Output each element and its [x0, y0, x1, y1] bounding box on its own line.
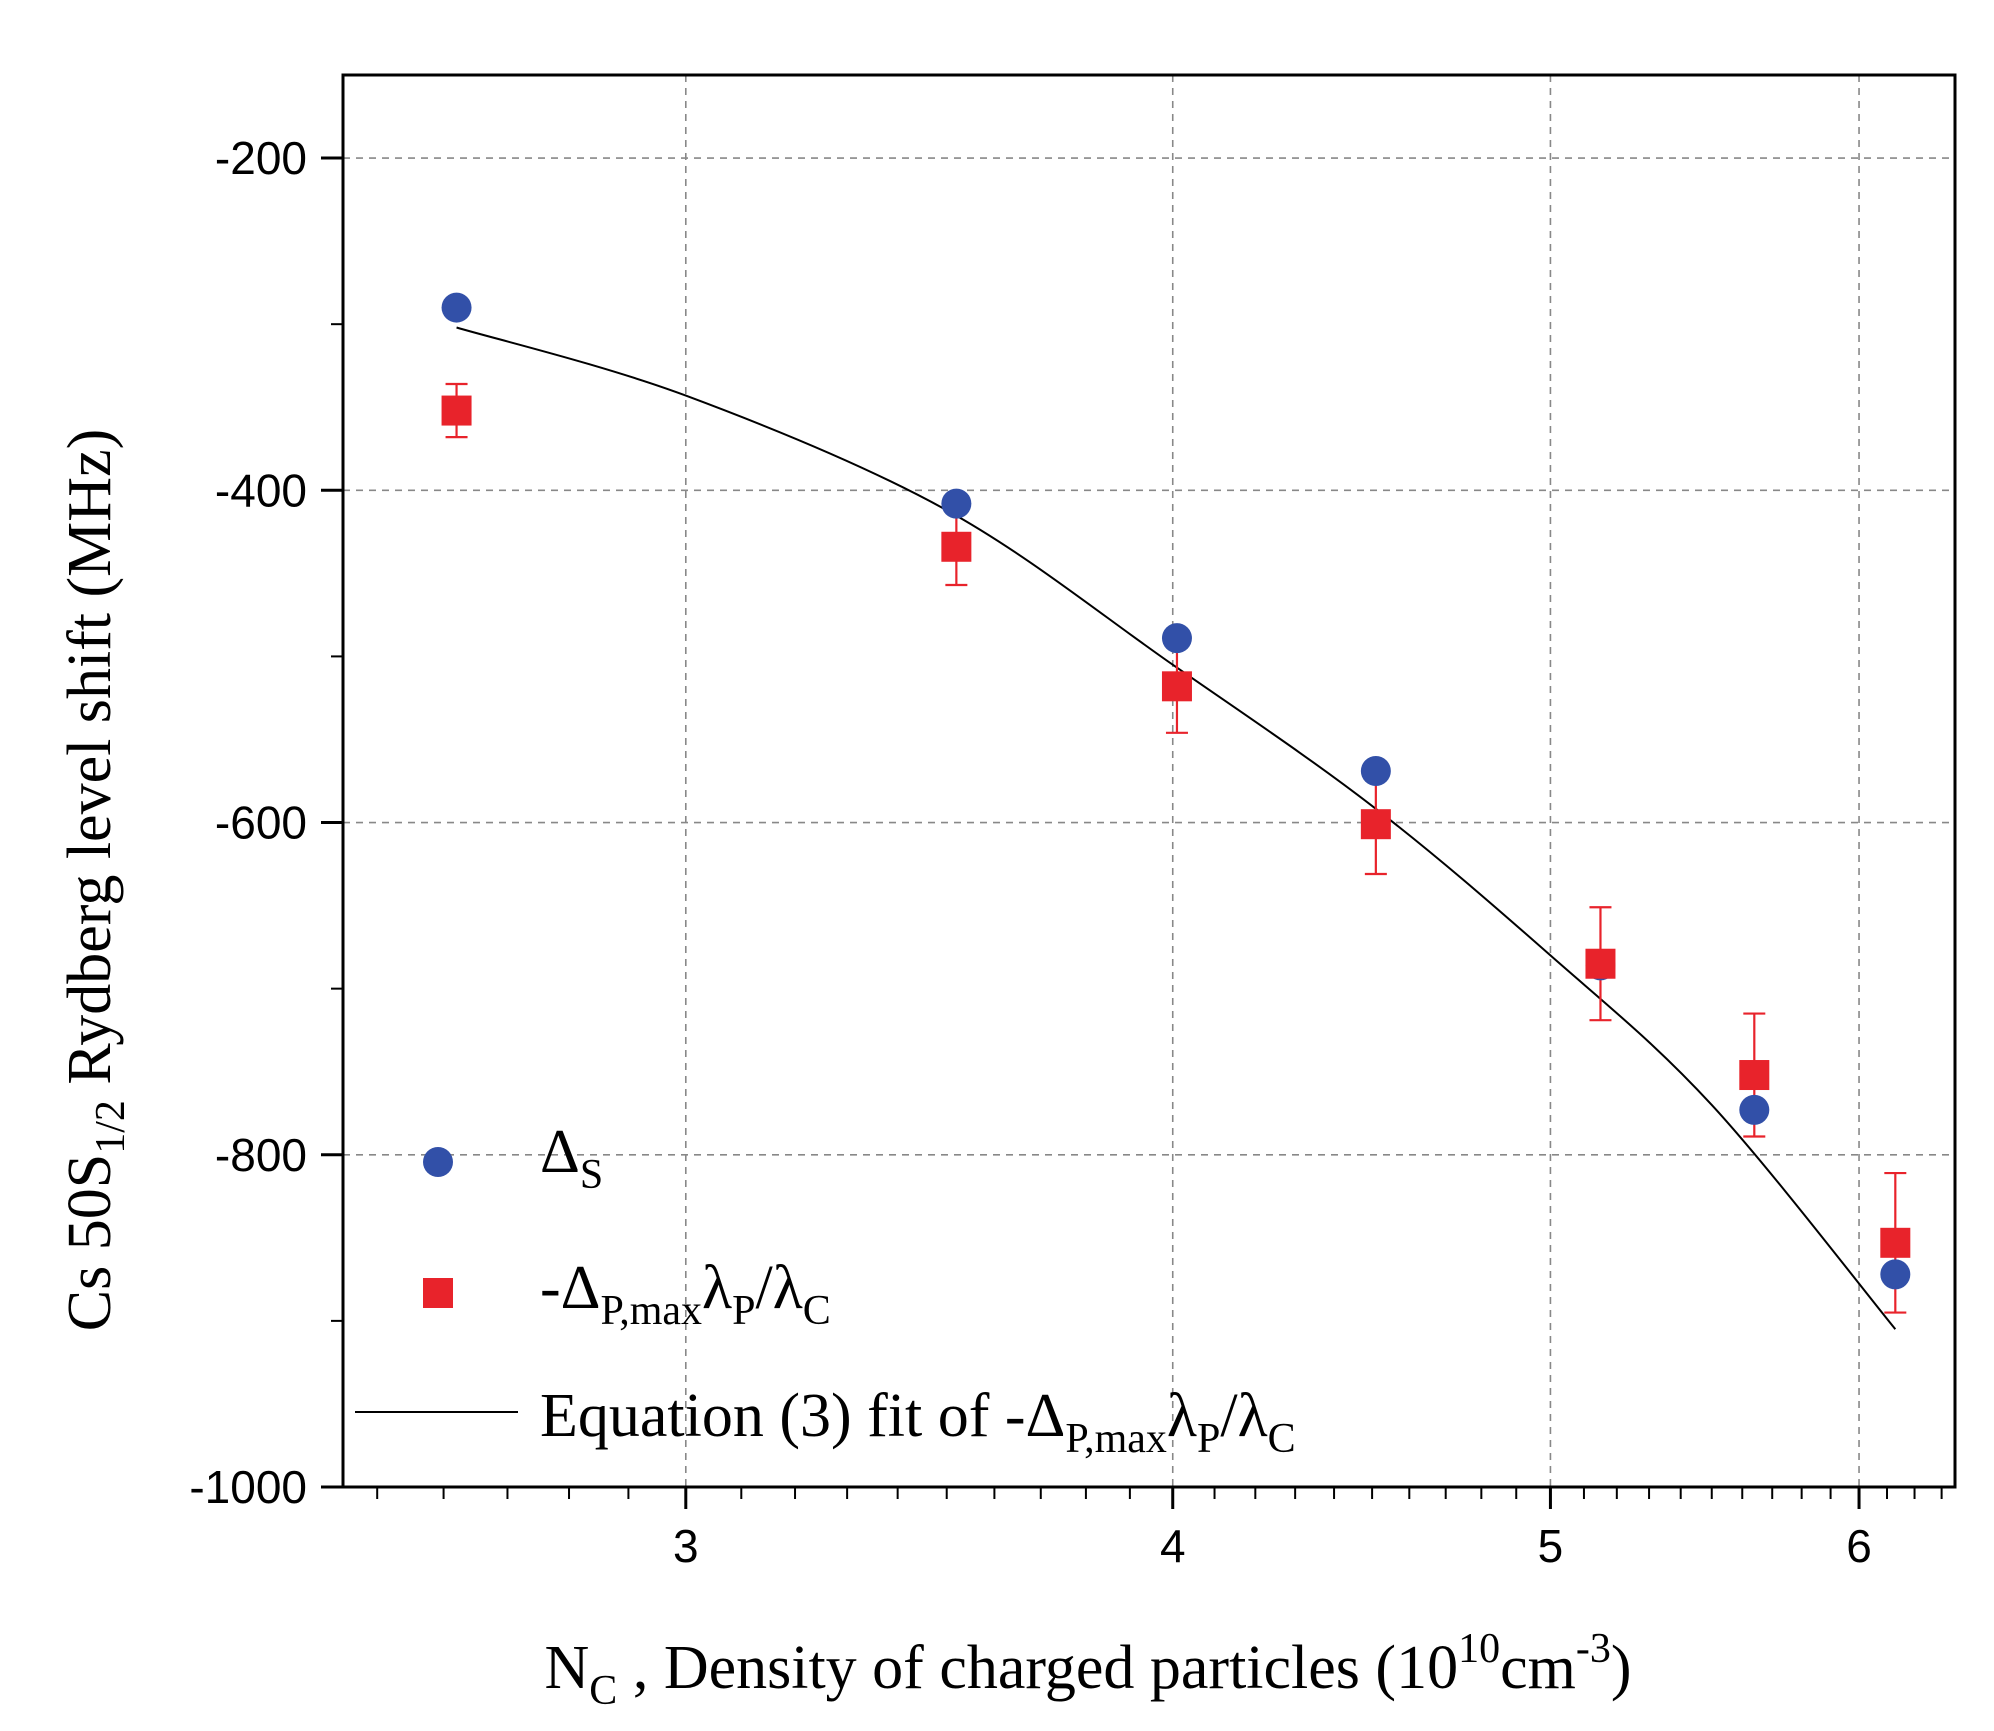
legend-marker-delta-p: [423, 1278, 453, 1308]
data-point-delta-s: [441, 292, 472, 323]
x-tick-label: 6: [1846, 1520, 1872, 1572]
y-axis-title-prefix: Cs 50S: [56, 1154, 124, 1331]
data-point-delta-s: [1360, 756, 1391, 787]
x-tick-label: 4: [1160, 1520, 1186, 1572]
legend-label-delta-p-main: -Δ: [540, 1254, 601, 1322]
x-tick-label: 3: [673, 1520, 699, 1572]
data-point-delta-p: [1161, 671, 1192, 702]
data-point-delta-p: [1585, 948, 1616, 979]
data-point-delta-s: [1161, 623, 1192, 654]
y-axis-title-sub: 1/2: [88, 1100, 134, 1154]
data-point-delta-s: [941, 488, 972, 519]
plot-frame: [341, 73, 1957, 1489]
legend-label-delta-p-slash: /λ: [755, 1254, 802, 1322]
data-point-delta-p: [1739, 1060, 1770, 1091]
legend-label-delta-p: -ΔP,maxλP/λC: [540, 1254, 831, 1334]
x-axis-title-unit: cm: [1500, 1634, 1576, 1702]
y-axis-title-suffix: Rydberg level shift (MHz): [56, 429, 124, 1100]
legend-label-fit-prefix: Equation (3) fit of -Δ: [540, 1382, 1065, 1450]
legend-label-delta-s: ΔS: [540, 1118, 603, 1198]
x-tick-label: 5: [1538, 1520, 1564, 1572]
legend-label-fit-sub2: P: [1197, 1416, 1220, 1462]
legend-label-delta-s-main: Δ: [540, 1118, 580, 1186]
data-point-delta-p: [941, 531, 972, 562]
legend-label-delta-s-sub: S: [580, 1152, 603, 1198]
legend-label-fit-sub3: C: [1268, 1416, 1296, 1462]
x-axis-title-symbol: N: [545, 1634, 590, 1702]
x-axis-title-symbol-sub: C: [589, 1668, 617, 1714]
legend-label-delta-p-sub1: P,max: [601, 1288, 703, 1334]
legend: ΔS -ΔP,maxλP/λC Equation (3) fit of -ΔP,…: [355, 1118, 1296, 1462]
y-tick-label: -600: [215, 797, 307, 849]
ticks: 3 4 5 6 -200 -400 -600 -800 -1000: [189, 132, 1943, 1572]
legend-label-fit-mid: λ: [1167, 1382, 1197, 1450]
y-axis-title: Cs 50S1/2 Rydberg level shift (MHz): [56, 429, 134, 1331]
legend-label-fit-sub1: P,max: [1065, 1416, 1167, 1462]
data-point-delta-p: [441, 395, 472, 426]
x-axis-title-exp: 10: [1458, 1626, 1500, 1672]
legend-label-fit-slash: /λ: [1220, 1382, 1267, 1450]
y-tick-label: -800: [215, 1129, 307, 1181]
fit-curve: [456, 326, 1897, 1330]
grid: [343, 75, 1955, 1487]
x-axis-title-text: , Density of charged particles (10: [617, 1634, 1458, 1702]
legend-label-delta-p-sub2: P: [732, 1288, 755, 1334]
y-tick-label: -400: [215, 464, 307, 516]
x-axis-title-close: ): [1611, 1634, 1632, 1702]
legend-label-delta-p-mid: λ: [702, 1254, 732, 1322]
data-point-delta-s: [1739, 1094, 1770, 1125]
data-point-delta-p: [1360, 809, 1391, 840]
y-tick-label: -200: [215, 132, 307, 184]
legend-label-fit: Equation (3) fit of -ΔP,maxλP/λC: [540, 1382, 1296, 1462]
x-axis-title-unit-exp: -3: [1576, 1626, 1611, 1672]
legend-marker-delta-s: [423, 1147, 453, 1177]
x-axis-title: NC , Density of charged particles (1010c…: [545, 1626, 1632, 1714]
y-tick-label: -1000: [189, 1461, 307, 1513]
data-point-delta-s: [1880, 1259, 1911, 1290]
legend-label-delta-p-sub3: C: [803, 1288, 831, 1334]
data-point-delta-p: [1880, 1227, 1911, 1258]
data-marks: [441, 292, 1911, 1314]
fit-curve-layer: [456, 326, 1897, 1330]
